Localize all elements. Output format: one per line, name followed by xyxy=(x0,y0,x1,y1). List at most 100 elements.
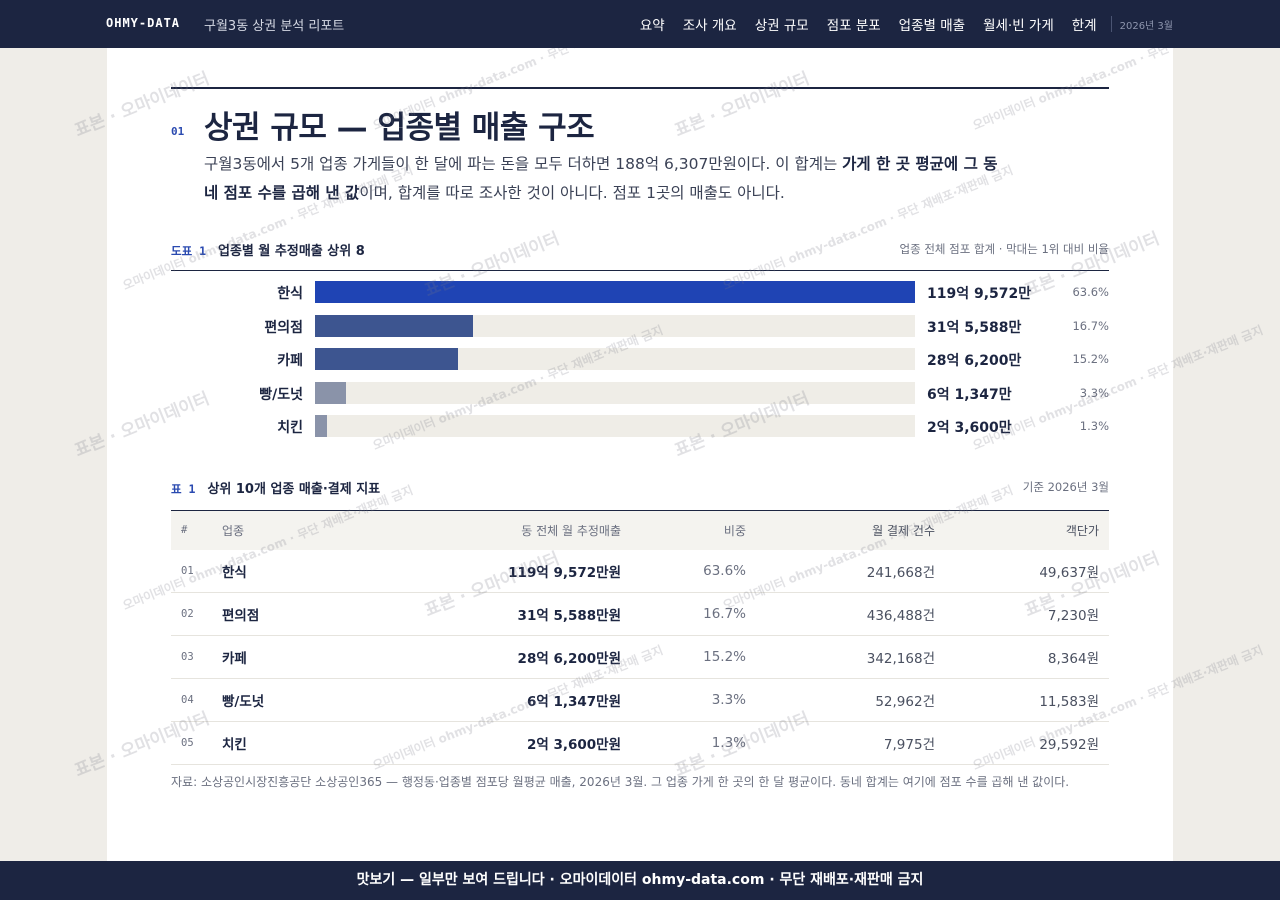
nav-links: 요약 조사 개요 상권 규모 점포 분포 업종별 매출 월세·빈 가게 한계 2026년 3월 xyxy=(640,14,1173,34)
table-cell: 119억 9,572만원 xyxy=(381,549,622,593)
column-header: 동 전체 월 추정매출 xyxy=(381,510,622,550)
table-cell: 카페 xyxy=(221,635,381,679)
table-cell: 6억 1,347만원 xyxy=(381,678,622,722)
bar-track xyxy=(315,314,915,337)
data-table: # 업종 동 전체 월 추정매출 비중 월 결제 건수 객단가 01 한식 119억 9,572… xyxy=(171,510,1109,765)
table-cell: 빵/도넛 xyxy=(221,678,381,722)
category-label: 한식 xyxy=(277,286,303,302)
table-cell: 3.3% xyxy=(622,678,747,722)
section-title: 상권 규모 — 업종별 매출 구조 xyxy=(204,110,595,146)
nav-link[interactable]: 상권 규모 xyxy=(754,18,809,34)
bar xyxy=(315,281,915,303)
figure-label: 도표 1 xyxy=(171,244,207,258)
value-label: 119억 9,572만 xyxy=(927,286,1032,302)
category-label: 카페 xyxy=(277,353,303,370)
share-label: 1.3% xyxy=(1079,419,1109,434)
nav-link[interactable]: 요약 xyxy=(639,18,665,34)
nav-link[interactable]: 업종별 매출 xyxy=(898,18,966,34)
section-number: 01 xyxy=(171,125,185,138)
share-label: 3.3% xyxy=(1079,385,1109,400)
table-row: 04 빵/도넛 6억 1,347만원 3.3% 52,962건 11,583원 xyxy=(171,678,1109,722)
intro-text: 이며, 합계를 따로 조사한 것이 아니다. 점포 1곳의 매출도 아니다. xyxy=(359,184,785,202)
column-header: 객단가 xyxy=(936,510,1109,550)
nav-link[interactable]: 한계 xyxy=(1071,18,1097,34)
table-cell: 52,962건 xyxy=(747,678,936,722)
bar xyxy=(315,415,327,438)
table-row: 02 편의점 31억 5,588만원 16.7% 436,488건 7,230원 xyxy=(171,592,1109,636)
table-cell: 31억 5,588만원 xyxy=(381,592,622,636)
source-note: 자료: 소상공인시장진흥공단 소상공인365 — 행정동·업종별 점포당 월평균… xyxy=(171,775,1070,789)
column-header: 비중 xyxy=(622,510,747,550)
share-label: 15.2% xyxy=(1072,352,1109,367)
figure-title: 업종별 월 추정매출 상위 8 xyxy=(218,244,365,259)
top-nav: OHMY-DATA 구월3동 상권 분석 리포트 요약 조사 개요 상권 규모 점포 … xyxy=(0,0,1280,48)
bar-track xyxy=(315,415,915,438)
section-rule xyxy=(171,87,1109,89)
table-cell: 342,168건 xyxy=(747,635,936,679)
table-label: 표 1 xyxy=(171,482,196,496)
table-cell: 8,364원 xyxy=(936,635,1109,679)
bar-row: 치킨 2억 3,600만 1.3% xyxy=(171,415,1109,438)
report-subtitle: 구월3동 상권 분석 리포트 xyxy=(204,19,345,34)
bar-track xyxy=(315,348,915,371)
footer-banner: 맛보기 — 일부만 보여 드립니다 · 오마이데이터 ohmy-data.com… xyxy=(0,861,1280,900)
table-cell: 05 xyxy=(171,721,221,765)
table-title: 상위 10개 업종 매출·결제 지표 xyxy=(207,482,381,497)
table-cell: 16.7% xyxy=(622,592,747,636)
bar xyxy=(315,348,459,371)
intro-emphasis: 가게 한 곳 평균에 그 동네 점포 수를 곱해 낸 값 xyxy=(204,155,998,202)
value-label: 2억 3,600만 xyxy=(927,420,1012,437)
table-cell: 편의점 xyxy=(221,592,381,636)
table-cell: 29,592원 xyxy=(936,721,1109,765)
bar-track xyxy=(315,281,915,303)
table-cell: 11,583원 xyxy=(936,678,1109,722)
figure-header: 도표 1 업종별 월 추정매출 상위 8 업종 전체 점포 합계 · 막대는 1위 … xyxy=(171,240,1109,260)
table-cell: 2억 3,600만원 xyxy=(381,721,622,765)
report-card: 01 상권 규모 — 업종별 매출 구조 구월3동에서 5개 업종 가게들이 한… xyxy=(107,48,1173,861)
value-label: 31억 5,588만 xyxy=(927,319,1022,336)
table-row: 03 카페 28억 6,200만원 15.2% 342,168건 8,364원 xyxy=(171,635,1109,679)
column-header: 업종 xyxy=(221,510,381,550)
bar-row: 카페 28억 6,200만 15.2% xyxy=(171,348,1109,371)
brand[interactable]: OHMY-DATA xyxy=(106,16,181,30)
nav-link[interactable]: 점포 분포 xyxy=(826,18,881,34)
table-cell: 1.3% xyxy=(622,721,747,765)
table-cell: 치킨 xyxy=(221,721,381,765)
nav-link[interactable]: 월세·빈 가게 xyxy=(983,18,1054,34)
table-row: 01 한식 119억 9,572만원 63.6% 241,668건 49,637원 xyxy=(171,549,1109,593)
bar-chart: 한식 119억 9,572만 63.6% 편의점 31억 5,588만 16.7% 카페 28… xyxy=(171,281,1109,451)
table-cell: 03 xyxy=(171,635,221,679)
intro-text: 구월3동에서 5개 업종 가게들이 한 달에 파는 돈을 모두 더하면 188억… xyxy=(204,155,843,173)
table-cell: 7,975건 xyxy=(747,721,936,765)
bar-row: 편의점 31억 5,588만 16.7% xyxy=(171,314,1109,337)
table-cell: 한식 xyxy=(221,549,381,593)
value-label: 28억 6,200만 xyxy=(927,353,1022,370)
table-cell: 436,488건 xyxy=(747,592,936,636)
table-cell: 02 xyxy=(171,592,221,636)
table-cell: 15.2% xyxy=(622,635,747,679)
table-cell: 49,637원 xyxy=(936,549,1109,593)
table-note: 기준 2026년 3월 xyxy=(1022,480,1109,494)
bar-row: 빵/도넛 6억 1,347만 3.3% xyxy=(171,381,1109,404)
figure-rule xyxy=(171,270,1109,271)
nav-link[interactable]: 조사 개요 xyxy=(682,18,737,34)
table-header: 표 1 상위 10개 업종 매출·결제 지표 기준 2026년 3월 xyxy=(171,478,1109,498)
column-header: # xyxy=(171,510,221,550)
column-header: 월 결제 건수 xyxy=(747,510,936,550)
table-cell: 63.6% xyxy=(622,549,747,593)
table-cell: 28억 6,200만원 xyxy=(381,635,622,679)
bar xyxy=(315,381,346,404)
share-label: 16.7% xyxy=(1072,318,1109,333)
value-label: 6억 1,347만 xyxy=(927,386,1012,403)
category-label: 치킨 xyxy=(277,420,303,437)
bar xyxy=(315,314,473,337)
table-cell: 04 xyxy=(171,678,221,722)
table-head-row: # 업종 동 전체 월 추정매출 비중 월 결제 건수 객단가 xyxy=(171,510,1109,550)
share-label: 63.6% xyxy=(1072,285,1109,299)
bar-track xyxy=(315,381,915,404)
table-body: 01 한식 119억 9,572만원 63.6% 241,668건 49,637원 02 편의… xyxy=(171,549,1109,765)
nav-date: 2026년 3월 xyxy=(1119,20,1173,32)
figure-note: 업종 전체 점포 합계 · 막대는 1위 대비 비율 xyxy=(899,242,1110,256)
table-cell: 241,668건 xyxy=(747,549,936,593)
